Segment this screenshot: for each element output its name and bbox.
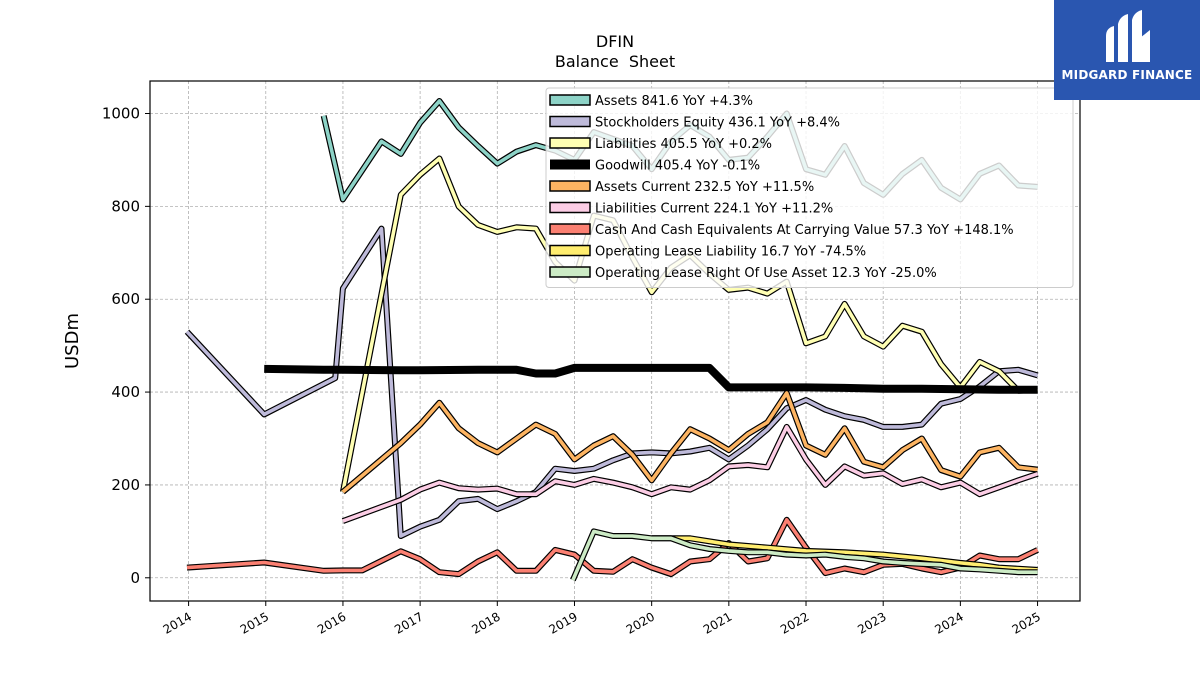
- x-tick-label: 2025: [1010, 609, 1043, 636]
- x-tick-label: 2021: [701, 609, 734, 636]
- y-tick-label: 0: [130, 569, 140, 587]
- legend-swatch: [549, 94, 591, 106]
- legend-label: Goodwill 405.4 YoY -0.1%: [595, 159, 760, 174]
- series-line-stroke: [342, 425, 1039, 523]
- legend-item: Goodwill 405.4 YoY -0.1%: [550, 159, 760, 174]
- series-line: [570, 528, 1038, 582]
- logo-text: MIDGARD FINANCE: [1061, 68, 1193, 82]
- legend-item: Assets Current 232.5 YoY +11.5%: [549, 180, 814, 195]
- x-tick-label: 2022: [778, 609, 811, 636]
- series-line-stroke: [264, 363, 1038, 394]
- series-line-stroke: [571, 529, 1038, 581]
- legend-label: Liabilities 405.5 YoY +0.2%: [595, 137, 772, 152]
- legend-label: Stockholders Equity 436.1 YoY +8.4%: [595, 116, 840, 131]
- y-tick-label: 400: [111, 383, 140, 401]
- series-lines: [184, 98, 1039, 582]
- series-line-stroke: [651, 536, 1038, 572]
- series-line: [264, 363, 1038, 394]
- x-tick-label: 2018: [469, 609, 502, 636]
- series-line-stroke: [186, 517, 1039, 576]
- legend-item: Operating Lease Right Of Use Asset 12.3 …: [549, 266, 937, 281]
- legend-item: Liabilities Current 224.1 YoY +11.2%: [549, 201, 833, 217]
- legend-swatch: [549, 201, 591, 214]
- legend-label: Cash And Cash Equivalents At Carrying Va…: [595, 223, 1014, 238]
- series-line: [341, 423, 1039, 524]
- y-tick-label: 800: [111, 197, 140, 215]
- legend-label: Operating Lease Right Of Use Asset 12.3 …: [595, 266, 937, 281]
- legend-label: Assets 841.6 YoY +4.3%: [595, 94, 753, 109]
- legend-swatch: [549, 115, 591, 128]
- chart-title: DFIN: [596, 32, 634, 51]
- x-tick-label: 2015: [238, 609, 271, 636]
- legend-item: Liabilities 405.5 YoY +0.2%: [549, 137, 772, 152]
- y-ticks: 0 200 400 600 800 1000: [102, 105, 150, 587]
- y-tick-label: 1000: [102, 105, 140, 123]
- x-tick-label: 2019: [547, 609, 580, 636]
- legend-swatch: [550, 159, 590, 170]
- legend-swatch: [549, 180, 591, 192]
- legend-swatch: [549, 223, 591, 235]
- x-tick-label: 2014: [161, 609, 194, 636]
- chart-subtitle: Balance Sheet: [555, 52, 675, 71]
- legend-label: Liabilities Current 224.1 YoY +11.2%: [595, 202, 833, 217]
- series-line: [340, 390, 1038, 495]
- x-tick-label: 2017: [392, 609, 425, 636]
- legend-item: Stockholders Equity 436.1 YoY +8.4%: [549, 115, 840, 131]
- midgard-logo-icon: [1106, 10, 1150, 62]
- series-line: [186, 516, 1039, 578]
- legend: Assets 841.6 YoY +4.3% Stockholders Equit…: [545, 87, 1074, 288]
- x-tick-label: 2024: [932, 609, 965, 636]
- x-tick-label: 2020: [624, 609, 657, 636]
- x-ticks: 2014 2015 2016 2017 2018 2019 2020 2021 2022 2023…: [161, 601, 1043, 637]
- y-tick-label: 200: [111, 476, 140, 494]
- legend-label: Assets Current 232.5 YoY +11.5%: [595, 180, 814, 195]
- legend-box: [545, 87, 1074, 288]
- legend-label: Operating Lease Liability 16.7 YoY -74.5…: [595, 245, 866, 260]
- series-line: [651, 535, 1038, 573]
- legend-swatch: [549, 266, 591, 278]
- legend-item: Assets 841.6 YoY +4.3%: [549, 94, 753, 109]
- series-line-stroke: [341, 391, 1038, 494]
- plot-frame: [149, 80, 1081, 602]
- legend-item: Operating Lease Liability 16.7 YoY -74.5…: [549, 244, 866, 260]
- y-tick-label: 600: [111, 290, 140, 308]
- legend-item: Cash And Cash Equivalents At Carrying Va…: [549, 223, 1014, 238]
- legend-swatch: [549, 137, 591, 149]
- series-line-outline: [341, 423, 1039, 524]
- midgard-logo: MIDGARD FINANCE: [1054, 0, 1200, 100]
- legend-swatch: [549, 244, 591, 257]
- x-tick-label: 2023: [855, 609, 888, 636]
- x-tick-label: 2016: [315, 609, 348, 636]
- y-axis-label: USDm: [62, 313, 83, 369]
